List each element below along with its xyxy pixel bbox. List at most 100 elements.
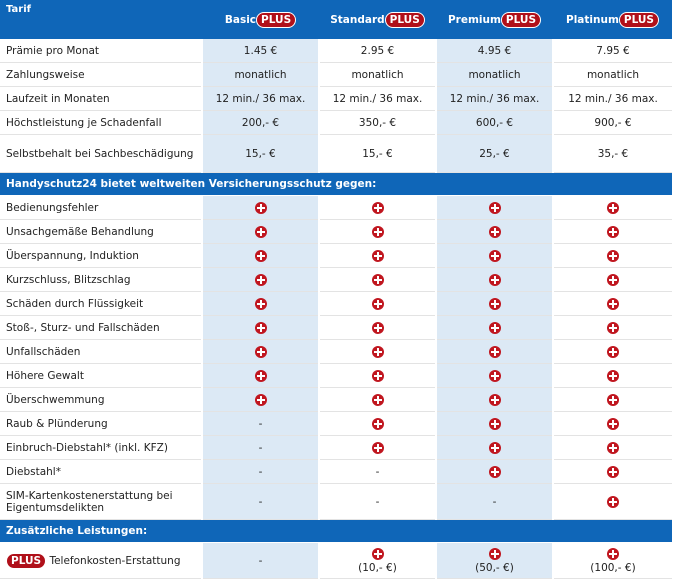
value-cell (201, 363, 319, 388)
table-row: Prämie pro Monat 1.45 € 2.95 € 4.95 € 7.95 € (0, 39, 672, 63)
plan-header: Basic PLUS (202, 0, 319, 39)
plan-header: Premium PLUS (436, 0, 553, 39)
value-cell (552, 459, 672, 484)
plus-icon (488, 273, 501, 286)
value-cell: monatlich (318, 62, 436, 87)
plus-icon (371, 201, 384, 214)
table-row: Diebstahl* - - (0, 459, 672, 484)
cell-text: 350,- € (358, 116, 397, 129)
cell-text: 2.95 € (360, 44, 395, 57)
plus-icon (488, 225, 501, 238)
cell-text: 7.95 € (596, 44, 630, 57)
plus-icon (371, 225, 384, 238)
value-cell (435, 291, 553, 316)
row-label: Raub & Plünderung (0, 411, 202, 436)
table-row: Raub & Plünderung - (0, 411, 672, 436)
row-label: Unsachgemäße Behandlung (0, 219, 202, 244)
value-cell: 2.95 € (318, 39, 436, 63)
value-cell (435, 411, 553, 436)
value-cell (201, 243, 319, 268)
value-cell (318, 195, 436, 220)
value-cell (435, 363, 553, 388)
value-cell: - (201, 435, 319, 460)
table-row: Laufzeit in Monaten 12 min./ 36 max. 12 mi… (0, 86, 672, 111)
table-row: Überschwemmung (0, 387, 672, 412)
section-row: Zusätzliche Leistungen: (0, 519, 672, 543)
row-label-text: Laufzeit in Monaten (6, 92, 110, 105)
value-cell (201, 291, 319, 316)
row-label-text: Stoß-, Sturz- und Fallschäden (6, 321, 160, 334)
value-cell (318, 315, 436, 340)
plus-icon (371, 321, 384, 334)
row-label: Laufzeit in Monaten (0, 86, 202, 111)
value-cell: - (201, 542, 319, 579)
value-cell: 7.95 € (552, 39, 672, 63)
row-label-text: Prämie pro Monat (6, 44, 100, 57)
plus-icon (488, 393, 501, 406)
row-label-text: Überspannung, Induktion (6, 249, 139, 262)
cell-text: 15,- € (362, 147, 393, 160)
header-label: Tarif (0, 0, 202, 39)
plan-header: Standard PLUS (319, 0, 436, 39)
value-cell: 15,- € (318, 134, 436, 173)
value-cell (552, 267, 672, 292)
row-label: Prämie pro Monat (0, 39, 202, 63)
plus-icon (371, 547, 384, 560)
cell-text: 1.45 € (243, 44, 278, 57)
row-label: Höchstleistung je Schadenfall (0, 110, 202, 135)
value-cell: (100,- €) (552, 542, 672, 579)
row-label-text: Bedienungsfehler (6, 201, 99, 214)
plus-icon (488, 249, 501, 262)
cell-text: - (258, 554, 263, 567)
plan-badge: PLUS (618, 11, 659, 28)
plus-icon (254, 273, 267, 286)
cell-note: (50,- €) (475, 561, 514, 574)
value-cell (552, 363, 672, 388)
value-cell: 35,- € (552, 134, 672, 173)
section-title: Handyschutz24 bietet weltweiten Versiche… (0, 172, 672, 196)
row-badge: PLUS (6, 552, 47, 569)
plus-icon (488, 441, 501, 454)
row-label-text: Raub & Plünderung (6, 417, 108, 430)
plus-icon (607, 273, 619, 286)
value-cell (435, 267, 553, 292)
value-cell (318, 267, 436, 292)
value-cell (318, 435, 436, 460)
cell-text: monatlich (468, 68, 521, 81)
row-label: Überspannung, Induktion (0, 243, 202, 268)
row-label: Bedienungsfehler (0, 195, 202, 220)
value-cell (435, 243, 553, 268)
row-label: Zahlungsweise (0, 62, 202, 87)
value-cell (318, 219, 436, 244)
value-cell: 4.95 € (435, 39, 553, 63)
row-label: Kurzschluss, Blitzschlag (0, 267, 202, 292)
cell-text: monatlich (586, 68, 640, 81)
value-cell: - (201, 459, 319, 484)
cell-text: - (375, 495, 380, 508)
cell-text: monatlich (351, 68, 404, 81)
value-cell (552, 195, 672, 220)
plus-icon (488, 345, 501, 358)
value-cell (318, 411, 436, 436)
row-label-text: Selbstbehalt bei Sachbeschädigung (6, 147, 194, 160)
plus-icon (371, 273, 384, 286)
row-label-text: Höchstleistung je Schadenfall (6, 116, 162, 129)
table-row: Bedienungsfehler (0, 195, 672, 220)
plan-name: Basic (224, 13, 257, 26)
plus-icon (371, 441, 384, 454)
value-cell (552, 483, 672, 520)
table-row: Kurzschluss, Blitzschlag (0, 267, 672, 292)
table-row: Stoß-, Sturz- und Fallschäden (0, 315, 672, 340)
table-row: Unsachgemäße Behandlung (0, 219, 672, 244)
value-cell (318, 291, 436, 316)
cell-text: 4.95 € (477, 44, 512, 57)
row-label-text: Zahlungsweise (6, 68, 85, 81)
value-cell (318, 243, 436, 268)
plus-icon (607, 393, 619, 406)
table-row: Einbruch-Diebstahl* (inkl. KFZ) - (0, 435, 672, 460)
value-cell: 12 min./ 36 max. (318, 86, 436, 111)
value-cell (552, 411, 672, 436)
value-cell (201, 195, 319, 220)
row-label: Selbstbehalt bei Sachbeschädigung (0, 134, 202, 173)
